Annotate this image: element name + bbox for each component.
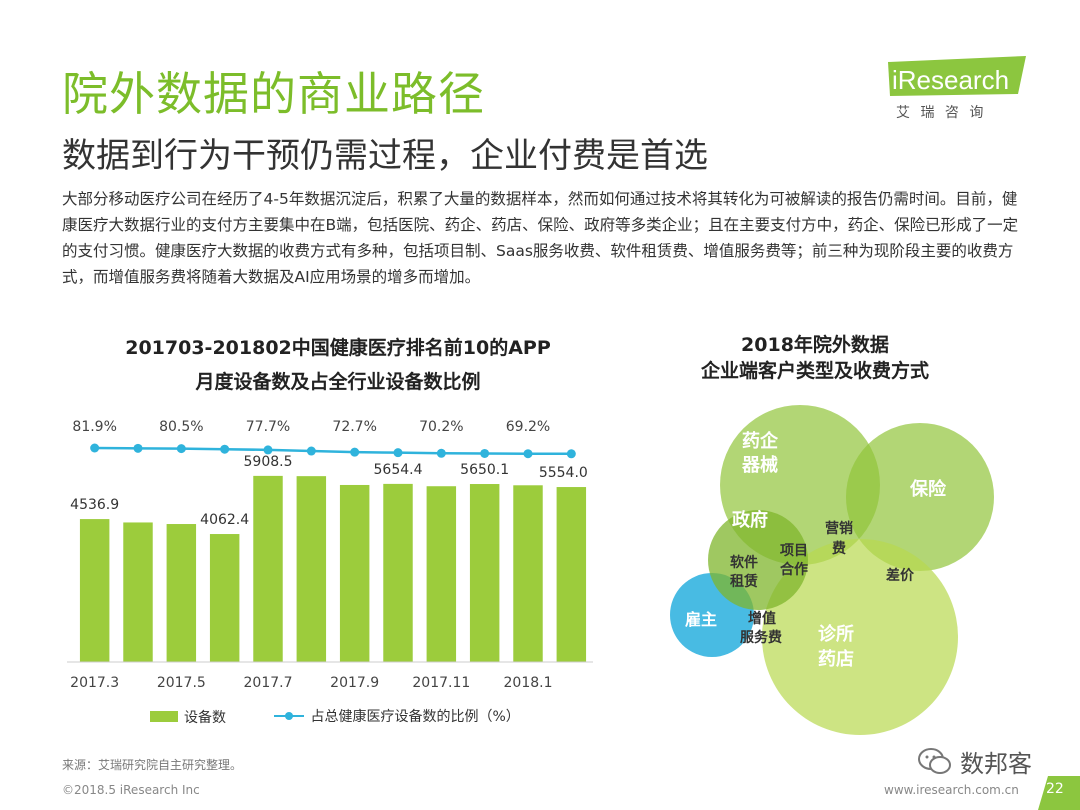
- bar-value-label: 5554.0: [539, 465, 588, 481]
- venn-label-project-1: 项目: [780, 543, 808, 559]
- watermark-text: 数邦客: [960, 750, 1032, 778]
- ratio-point-2017.6: [220, 444, 230, 454]
- ratio-value-label: 72.7%: [332, 419, 376, 435]
- copyright: ©2018.5 iResearch Inc: [62, 783, 200, 797]
- x-tick-label: 2017.7: [244, 675, 293, 691]
- logo-cn: 艾 瑞 咨 询: [896, 105, 986, 121]
- venn-label-software-1: 软件: [730, 554, 758, 571]
- logo-banner: [888, 56, 1026, 96]
- bar-2017.4: [123, 522, 153, 662]
- venn-label-project-2: 合作: [780, 561, 808, 578]
- bar-2018.1: [513, 485, 543, 662]
- ratio-point-2017.8: [306, 446, 316, 456]
- legend-line: 占总健康医疗设备数的比例（%）: [274, 706, 520, 726]
- wechat-icon: [918, 747, 951, 774]
- bar-value-label: 5654.4: [374, 462, 423, 478]
- bar-2017.8: [296, 476, 327, 662]
- venn-label-insurance: 保险: [909, 478, 947, 500]
- venn-label-government: 政府: [732, 509, 768, 531]
- bar-2017.10: [383, 483, 413, 662]
- ratio-point-2017.7: [263, 445, 273, 455]
- logo-brand: iResearch: [892, 65, 1009, 95]
- bar-2017.3: [79, 519, 110, 662]
- page-title: 院外数据的商业路径: [62, 67, 485, 121]
- venn-label-pharma-1: 药企: [742, 430, 779, 452]
- ratio-point-2017.4: [133, 443, 143, 453]
- ratio-point-2017.12: [480, 448, 490, 458]
- chart-title-line2: 月度设备数及占全行业设备数比例: [195, 371, 481, 393]
- legend-bar-swatch: [150, 711, 178, 722]
- website-link[interactable]: www.iresearch.com.cn: [884, 783, 1019, 797]
- venn-label-pharma-2: 器械: [741, 454, 778, 476]
- ratio-point-2017.10: [393, 448, 403, 458]
- ratio-point-2017.9: [350, 447, 360, 457]
- ratio-value-label: 77.7%: [246, 419, 290, 435]
- bar-2017.5: [166, 524, 197, 662]
- ratio-line: [94, 446, 572, 456]
- bar-2017.12: [469, 484, 500, 662]
- venn-label-value-added-2: 服务费: [740, 629, 782, 646]
- device-chart: 4536.9 4062.4 5908.5 5654.4 5650.1 5554.0 2017…: [67, 419, 593, 691]
- source-note: 来源：艾瑞研究院自主研究整理。: [62, 758, 243, 772]
- x-tick-label: 2017.11: [412, 675, 470, 691]
- ratio-value-label: 81.9%: [72, 419, 116, 435]
- bar-value-label: 4536.9: [70, 497, 119, 513]
- legend-bar: 设备数: [150, 707, 226, 727]
- venn-title-line1: 2018年院外数据: [741, 334, 889, 356]
- ratio-point-2017.5: [176, 444, 186, 454]
- page-number-tab: [1038, 776, 1080, 810]
- venn-label-clinic-2: 药店: [818, 648, 854, 670]
- venn-label-marketing-1: 营销: [825, 520, 853, 537]
- ratio-point-2018.1: [523, 449, 533, 459]
- bar-value-label: 4062.4: [200, 512, 249, 528]
- chart-legend: 设备数 占总健康医疗设备数的比例（%）: [150, 706, 564, 727]
- watermark: 数邦客: [918, 744, 1032, 779]
- legend-line-marker: [274, 710, 305, 722]
- ratio-point-2017.11: [436, 448, 446, 458]
- bar-value-label: 5650.1: [460, 462, 509, 478]
- venn-title-line2: 企业端客户类型及收费方式: [700, 360, 929, 382]
- bar-2017.9: [339, 484, 370, 662]
- x-tick-label: 2017.3: [70, 675, 119, 691]
- ratio-value-label: 80.5%: [159, 419, 203, 435]
- x-tick-label: 2018.1: [504, 675, 553, 691]
- page-number-shape: [1038, 776, 1080, 810]
- venn-label-employer: 雇主: [685, 610, 717, 629]
- bar-2017.7: [253, 475, 283, 662]
- page-subtitle: 数据到行为干预仍需过程，企业付费是首选: [62, 136, 708, 176]
- iresearch-logo: iResearch 艾 瑞 咨 询: [888, 56, 1026, 121]
- venn-label-value-added-1: 增值: [748, 610, 776, 627]
- venn-label-spread: 差价: [886, 567, 915, 584]
- legend-bar-label: 设备数: [184, 709, 226, 726]
- ratio-value-label: 70.2%: [419, 419, 463, 435]
- bar-2017.11: [426, 486, 457, 662]
- venn-circle-clinic: [762, 539, 958, 735]
- venn-label-marketing-2: 费: [832, 540, 846, 557]
- venn-label-software-2: 租赁: [730, 573, 758, 590]
- x-tick-label: 2017.5: [157, 675, 206, 691]
- venn-circle-government: [708, 510, 808, 610]
- intro-paragraph: 大部分移动医疗公司在经历了4-5年数据沉淀后，积累了大量的数据样本，然而如何通过…: [62, 190, 1019, 286]
- bar-2018.2: [556, 487, 587, 662]
- legend-line-label: 占总健康医疗设备数的比例（%）: [310, 709, 520, 725]
- customer-venn-diagram: 药企 器械 保险 雇主 诊所 药店 政府 营销 费 软件 租赁 项目 合作 差价…: [670, 405, 994, 735]
- venn-circle-insurance: [846, 423, 994, 571]
- ratio-point-2017.3: [90, 443, 100, 453]
- venn-label-clinic-1: 诊所: [818, 623, 854, 645]
- ratio-point-2018.2: [566, 449, 576, 459]
- x-tick-label: 2017.9: [330, 675, 379, 691]
- bar-2017.6: [209, 534, 240, 662]
- ratio-value-label: 69.2%: [506, 419, 550, 435]
- bar-value-label: 5908.5: [244, 454, 293, 470]
- page-number: 22: [1046, 781, 1064, 797]
- chart-title-line1: 201703-201802中国健康医疗排名前10的APP: [125, 337, 551, 359]
